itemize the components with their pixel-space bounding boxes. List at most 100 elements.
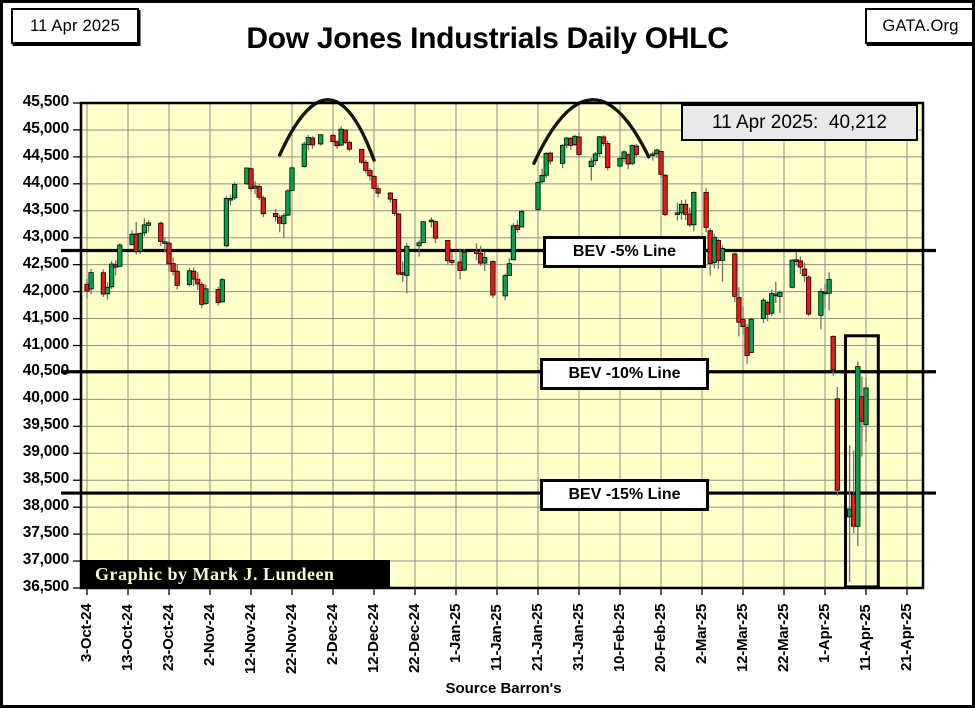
candle	[166, 242, 172, 265]
candle	[543, 152, 549, 176]
candle	[605, 143, 611, 168]
candle	[231, 184, 238, 199]
candle	[691, 192, 697, 226]
x-axis-label: 13-Oct-24	[119, 604, 136, 671]
page-title: Dow Jones Industrials Daily OHLC	[246, 22, 729, 55]
candle	[289, 167, 295, 191]
candle	[227, 198, 234, 201]
candle	[801, 268, 808, 276]
candle	[596, 136, 603, 155]
candle	[514, 224, 521, 230]
bev-15-label: BEV -15% Line	[540, 479, 709, 511]
candle	[719, 247, 726, 261]
candlesticks	[84, 126, 869, 583]
candle	[359, 148, 365, 163]
candle	[281, 215, 287, 225]
y-axis-label: 40,000	[22, 389, 69, 407]
candle	[588, 160, 594, 167]
candle	[100, 272, 106, 295]
candle	[174, 270, 180, 286]
y-axis-label: 43,500	[22, 200, 69, 218]
candle	[674, 212, 681, 215]
x-axis-label: 3-Oct-24	[78, 604, 95, 663]
candle	[404, 245, 410, 276]
x-axis-label: 21-Apr-25	[898, 604, 915, 672]
latest-value-callout: 11 Apr 2025: 40,212	[681, 104, 918, 141]
x-axis-label: 2-Mar-25	[693, 604, 710, 665]
candle	[219, 279, 225, 303]
candle	[797, 260, 804, 268]
candle	[789, 259, 795, 288]
candle	[539, 174, 545, 183]
candle	[416, 242, 422, 247]
candle	[535, 182, 541, 211]
credit-banner: Graphic by Mark J. Lundeen	[82, 560, 390, 588]
candle	[387, 192, 394, 200]
candle	[834, 398, 840, 491]
y-axis-label: 45,000	[22, 119, 69, 137]
candle	[601, 136, 607, 144]
y-axis-label: 36,500	[22, 578, 69, 595]
candle	[190, 270, 197, 280]
date-box: 11 Apr 2025	[11, 8, 139, 44]
candle	[342, 129, 348, 143]
x-axis-label: 11-Apr-25	[857, 604, 874, 671]
candle	[88, 272, 94, 290]
candle	[363, 161, 369, 171]
candle	[482, 256, 488, 264]
candle	[806, 276, 812, 315]
candle	[826, 279, 832, 294]
source-label: Source Barron's	[445, 680, 562, 697]
gata-org-box: GATA.Org	[865, 8, 972, 44]
x-axis-label: 22-Mar-25	[775, 604, 792, 673]
x-axis-label: 12-Dec-24	[365, 604, 382, 674]
bev-lines	[61, 248, 936, 495]
candle	[162, 241, 168, 244]
x-axis-label: 1-Apr-25	[816, 604, 833, 664]
x-axis-label: 23-Oct-24	[160, 604, 177, 671]
y-axis-label: 38,500	[22, 470, 69, 488]
candle	[256, 186, 262, 198]
candle	[777, 292, 783, 297]
y-axis-label: 45,500	[22, 93, 69, 110]
candle	[420, 221, 426, 243]
candle	[818, 291, 824, 316]
candle	[736, 297, 742, 323]
y-axis-label: 37,000	[22, 551, 69, 569]
candle	[346, 141, 353, 150]
candle	[633, 145, 640, 155]
candle	[223, 197, 229, 247]
candle	[117, 244, 123, 267]
candle	[490, 261, 496, 296]
candle	[830, 335, 836, 371]
y-axis-label: 42,000	[22, 281, 69, 299]
y-axis-label: 41,500	[22, 308, 69, 326]
candle	[432, 221, 439, 239]
candle	[461, 251, 467, 271]
candle	[502, 275, 508, 297]
candle	[318, 134, 324, 145]
y-axis-label: 39,000	[22, 443, 69, 461]
y-axis-label: 38,000	[22, 497, 69, 515]
candle	[248, 168, 254, 190]
bev-10-label: BEV -10% Line	[540, 358, 709, 390]
candle	[104, 286, 111, 295]
candle	[506, 263, 512, 276]
x-axis-label: 20-Feb-25	[652, 604, 669, 673]
candle	[301, 143, 307, 167]
candle	[769, 293, 775, 314]
candle	[662, 174, 668, 216]
candle	[703, 192, 709, 228]
plot-border	[79, 101, 925, 590]
candle	[683, 203, 689, 215]
y-axis-label: 37,500	[22, 524, 69, 542]
bev-5-label: BEV -5% Line	[543, 236, 706, 268]
candle	[375, 188, 381, 194]
y-axis-label: 39,500	[22, 416, 69, 434]
x-axis-label: 22-Nov-24	[283, 604, 300, 674]
candle	[445, 240, 451, 262]
y-axis-label: 44,000	[22, 173, 69, 191]
candle	[658, 151, 664, 175]
candle	[617, 158, 623, 167]
